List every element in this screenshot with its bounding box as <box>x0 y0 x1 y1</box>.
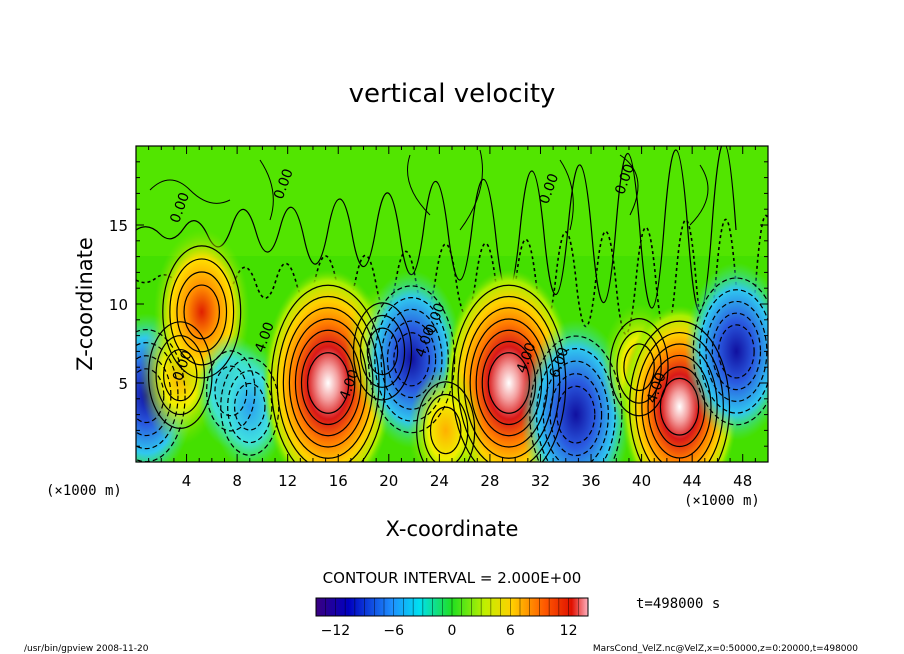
wavy-contour-band <box>136 146 737 313</box>
contour-ring-7-2 <box>374 297 449 422</box>
contour-ring-4-2 <box>227 370 273 444</box>
colorbar-ticks: −12 −6 0 6 12 <box>321 623 578 639</box>
contour-ring-6-1 <box>352 302 413 401</box>
contour-ring-13-4 <box>711 312 762 391</box>
y-tick-label-5: 5 <box>118 375 128 393</box>
contour-ring-1-2 <box>155 335 206 416</box>
contour-ring-12-1 <box>628 320 731 462</box>
contour-ring-3-1 <box>206 350 256 432</box>
contour-ring-8-7 <box>487 352 531 414</box>
contour-ring-13-2 <box>699 289 768 414</box>
contour-ring-6-2 <box>359 314 406 388</box>
x-axis: 4 8 12 16 20 24 28 32 36 40 44 48 <box>148 146 756 490</box>
x-tick-label-40: 40 <box>632 472 651 490</box>
x-tick-label-16: 16 <box>329 472 348 490</box>
contour-ring-7-5 <box>393 332 430 387</box>
contour-ring-5-6 <box>300 340 356 426</box>
x-tick-label-36: 36 <box>581 472 600 490</box>
contour-ring-8-3 <box>463 307 555 459</box>
contour-ring-10-3 <box>542 360 609 462</box>
contour-ring-10-5 <box>556 385 596 444</box>
contour-ring-7-4 <box>386 320 437 399</box>
contour-ring-11-3 <box>623 343 655 392</box>
x-tick-label-44: 44 <box>683 472 702 490</box>
chart-title: vertical velocity <box>349 79 556 109</box>
contour-ring-2-4 <box>183 284 221 340</box>
contour-ring-2-1 <box>162 245 242 379</box>
colorbar-tick-label--6: −6 <box>383 623 404 639</box>
colorbar-tick-label--12: −12 <box>321 623 351 639</box>
contour-ring-12-5 <box>653 366 706 448</box>
colorbar-tick-label-0: 0 <box>448 623 457 639</box>
y-axis: 5 10 15 <box>109 161 768 447</box>
contour-ring-10-2 <box>536 348 616 462</box>
x-tick-label-20: 20 <box>379 472 398 490</box>
x-tick-label-24: 24 <box>430 472 449 490</box>
contour-ring-0-4 <box>136 368 165 424</box>
y-axis-label: Z-coordinate <box>73 237 97 371</box>
footer-left: /usr/bin/gpview 2008-11-20 <box>24 644 149 654</box>
contour-ring-7-1 <box>367 285 456 434</box>
wavy-contour-band-2 <box>136 214 768 347</box>
contour-ring-12-6 <box>659 377 700 436</box>
footer-right: MarsCond_VelZ.nc@VelZ,x=0:50000,z=0:2000… <box>593 644 858 654</box>
x-unit-left: (×1000 m) <box>46 483 122 499</box>
x-tick-label-28: 28 <box>480 472 499 490</box>
contour-ring-2-2 <box>169 258 235 366</box>
x-unit-right: (×1000 m) <box>684 493 760 509</box>
contour-ring-5-7 <box>306 352 350 414</box>
x-tick-label-32: 32 <box>531 472 550 490</box>
contour-ring-10-1 <box>529 335 623 462</box>
x-tick-label-8: 8 <box>232 472 242 490</box>
contour-ring-5-2 <box>276 295 380 462</box>
contour-ring-13-1 <box>692 277 768 426</box>
plot-area: 0.000.00 0.00 0.000.000.004.004.004.00 4.00… <box>136 146 768 462</box>
contour-interval-label: CONTOUR INTERVAL = 2.000E+00 <box>323 569 582 587</box>
upper-contours <box>149 149 709 231</box>
contour-ring-11-2 <box>616 330 662 404</box>
field-extremum-13 <box>685 262 768 441</box>
contour-ring-5-4 <box>288 318 368 448</box>
contour-ring-1-1 <box>147 321 213 429</box>
contour-ring-7-3 <box>380 308 443 410</box>
y-tick-label-15: 15 <box>109 217 128 235</box>
contour-ring-13-5 <box>718 324 755 379</box>
contour-ring-9-2 <box>423 393 469 462</box>
contour-ring-12-2 <box>635 331 724 462</box>
contour-lines-layer <box>136 245 768 462</box>
colorbar-divisions <box>325 598 579 616</box>
contour-ring-8-6 <box>481 340 537 426</box>
x-tick-label-48: 48 <box>733 472 752 490</box>
contour-ring-2-3 <box>176 271 228 353</box>
contour-ring-8-5 <box>475 329 543 437</box>
contour-ring-12-3 <box>641 343 718 462</box>
x-axis-label: X-coordinate <box>386 517 519 541</box>
contour-ring-10-4 <box>549 373 603 457</box>
contour-ring-0-2 <box>136 342 179 450</box>
contour-ring-4-3 <box>233 382 266 431</box>
contour-ring-11-1 <box>609 318 669 417</box>
contour-ring-3-2 <box>214 365 248 417</box>
colorbar-tick-label-6: 6 <box>506 623 515 639</box>
field-extrema-layer <box>136 229 768 462</box>
y-tick-label-10: 10 <box>109 296 128 314</box>
colorbar-tick-label-12: 12 <box>560 623 578 639</box>
colorbar: −12 −6 0 6 12 <box>315 597 589 639</box>
contour-ring-12-4 <box>647 354 712 459</box>
contour-ring-9-1 <box>416 381 476 462</box>
contour-ring-1-3 <box>163 348 198 402</box>
x-tick-label-12: 12 <box>278 472 297 490</box>
contour-ring-9-3 <box>429 406 462 455</box>
contour-ring-5-1 <box>270 284 386 462</box>
time-label: t=498000 s <box>636 596 720 612</box>
x-tick-label-4: 4 <box>182 472 192 490</box>
contour-ring-8-4 <box>469 318 549 448</box>
contour-ring-5-3 <box>282 307 374 459</box>
upper-field <box>136 146 768 256</box>
